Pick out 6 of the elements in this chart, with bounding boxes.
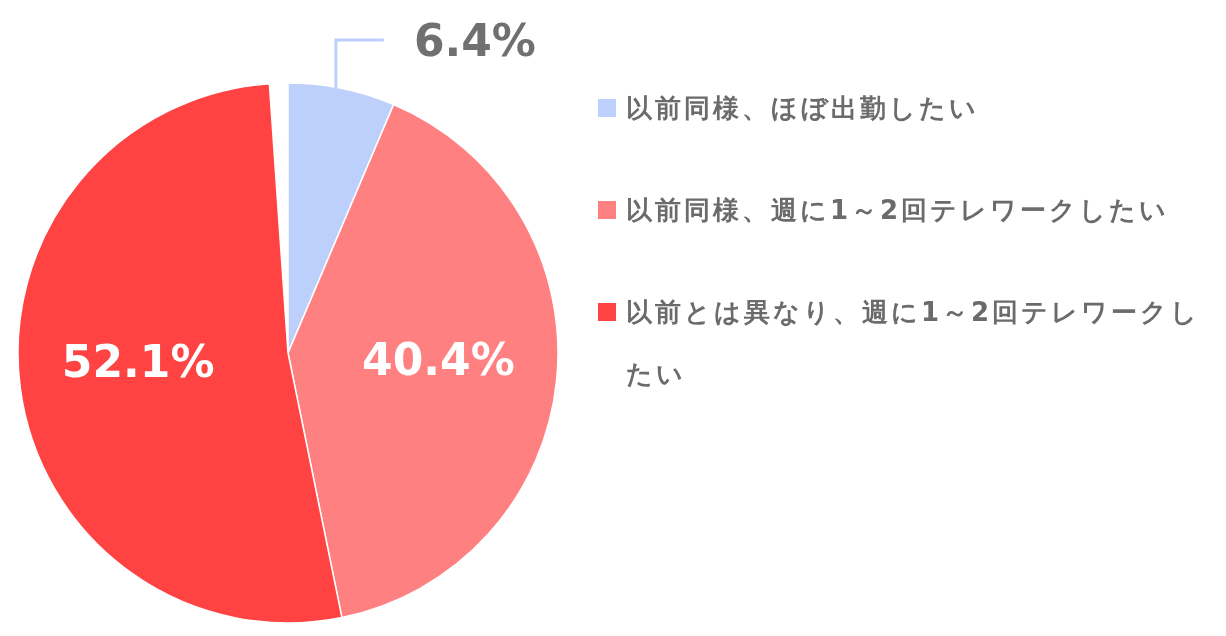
legend-label: 以前同様、ほぼ出勤したい (626, 93, 979, 123)
legend-label: 以前同様、週に1～2回テレワークしたい (626, 195, 1170, 225)
data-label: 6.4% (413, 14, 536, 66)
category-label: 以前とは異なり、週に1～2回テレワークしたい (626, 297, 1201, 389)
data-label: 40.4% (362, 333, 515, 385)
data-label: 52.1% (61, 335, 215, 387)
